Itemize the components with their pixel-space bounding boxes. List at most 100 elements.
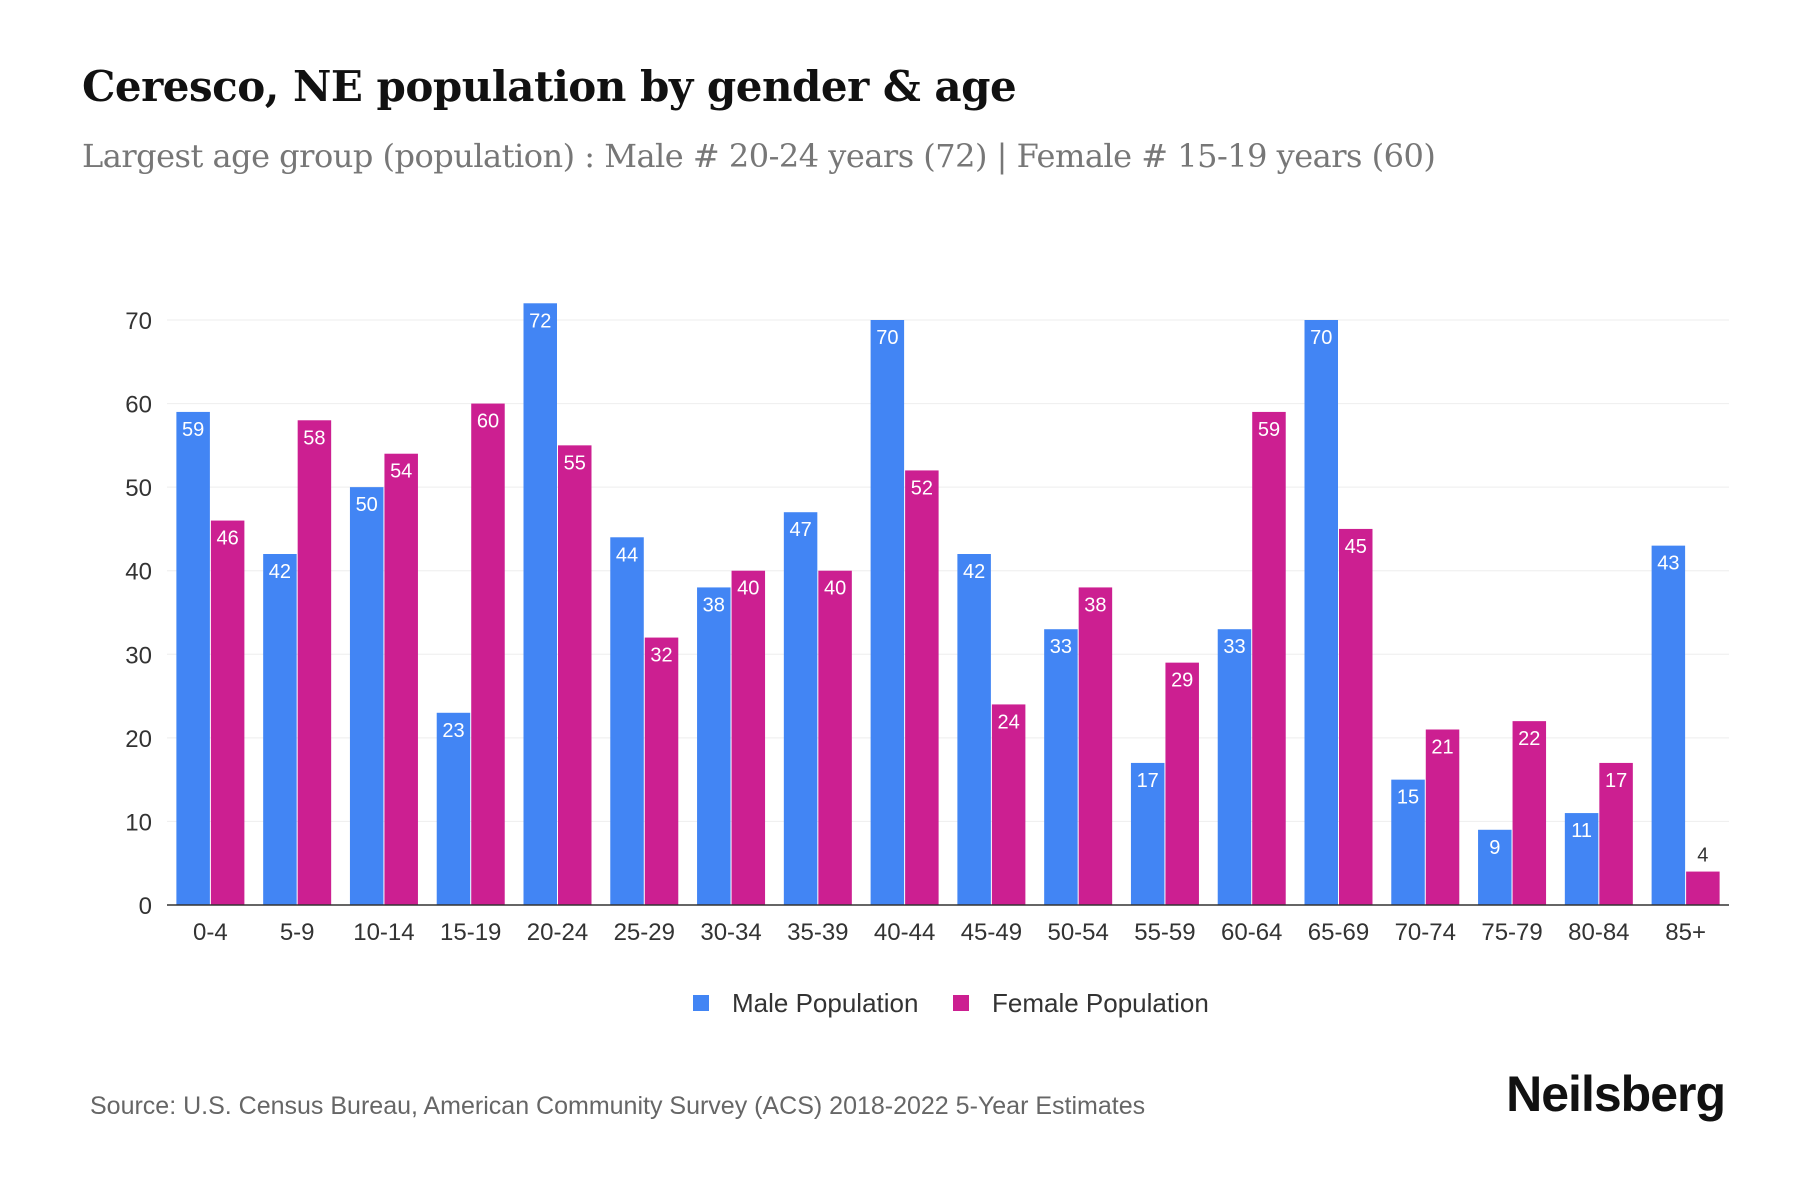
legend-label: Male Population bbox=[732, 988, 918, 1018]
data-label: 70 bbox=[876, 327, 898, 349]
data-label: 46 bbox=[217, 528, 239, 550]
x-tick-label: 85+ bbox=[1665, 919, 1706, 946]
bar-female bbox=[1165, 662, 1199, 905]
y-tick-label: 0 bbox=[139, 893, 152, 920]
data-label: 45 bbox=[1345, 536, 1367, 558]
data-label: 52 bbox=[911, 477, 933, 499]
x-tick-label: 20-24 bbox=[527, 919, 588, 946]
bar-female bbox=[1686, 871, 1720, 905]
data-label: 38 bbox=[703, 594, 725, 616]
bar-female bbox=[1599, 762, 1633, 905]
data-label: 59 bbox=[1258, 419, 1280, 441]
bar-female bbox=[1339, 528, 1373, 905]
bar-male bbox=[1391, 779, 1425, 905]
data-label: 40 bbox=[824, 578, 846, 600]
bar-female bbox=[905, 470, 939, 905]
data-label: 29 bbox=[1171, 670, 1193, 692]
data-label: 32 bbox=[650, 645, 672, 667]
data-label: 59 bbox=[182, 419, 204, 441]
data-label: 43 bbox=[1657, 553, 1679, 575]
bar-male bbox=[436, 712, 471, 905]
bar-female bbox=[731, 570, 766, 905]
x-tick-label: 80-84 bbox=[1568, 919, 1629, 946]
legend-label: Female Population bbox=[992, 988, 1209, 1018]
bar-chart: 0 10 20 30 40 50 60 70 59 46 0-4 42 58 5-9 50 54 10-14 23… bbox=[125, 303, 1729, 1018]
data-label: 33 bbox=[1050, 636, 1072, 658]
data-label: 42 bbox=[269, 561, 291, 583]
bar-female bbox=[991, 704, 1026, 905]
x-tick-label: 40-44 bbox=[874, 919, 935, 946]
data-label: 54 bbox=[390, 461, 412, 483]
bar-female bbox=[297, 420, 332, 905]
bar-female bbox=[210, 520, 245, 905]
bar-female bbox=[818, 570, 852, 905]
x-tick-label: 70-74 bbox=[1395, 919, 1456, 946]
y-tick-label: 20 bbox=[125, 726, 152, 753]
bar-male bbox=[1651, 545, 1686, 905]
data-label: 17 bbox=[1605, 770, 1627, 792]
bar-male bbox=[1044, 629, 1078, 905]
bar-female bbox=[1252, 411, 1286, 905]
bar-male bbox=[263, 554, 297, 905]
bar-female bbox=[471, 403, 505, 905]
data-label: 42 bbox=[963, 561, 985, 583]
data-label: 38 bbox=[1084, 594, 1106, 616]
bar-male bbox=[1304, 320, 1338, 905]
data-label: 50 bbox=[356, 494, 378, 516]
bar-male bbox=[697, 587, 731, 905]
data-label: 47 bbox=[789, 519, 811, 541]
bar-female bbox=[1078, 587, 1113, 905]
source-note: Source: U.S. Census Bureau, American Com… bbox=[90, 1092, 1146, 1120]
bar-male bbox=[1130, 762, 1165, 905]
y-tick-label: 50 bbox=[125, 475, 152, 502]
bar-female bbox=[644, 637, 679, 905]
y-tick-label: 40 bbox=[125, 559, 152, 586]
x-tick-label: 55-59 bbox=[1134, 919, 1195, 946]
bar-female bbox=[1512, 721, 1547, 905]
bar-male bbox=[1564, 813, 1599, 905]
legend-swatch-female bbox=[953, 995, 969, 1011]
x-tick-label: 15-19 bbox=[440, 919, 501, 946]
x-tick-label: 25-29 bbox=[614, 919, 675, 946]
data-label: 9 bbox=[1489, 837, 1500, 859]
data-label: 55 bbox=[564, 452, 586, 474]
x-tick-label: 10-14 bbox=[353, 919, 414, 946]
data-label: 23 bbox=[442, 720, 464, 742]
chart-title: Ceresco, NE population by gender & age bbox=[82, 62, 1017, 111]
data-label: 33 bbox=[1223, 636, 1245, 658]
y-tick-label: 60 bbox=[125, 392, 152, 419]
bar-male bbox=[957, 554, 991, 905]
data-label: 72 bbox=[529, 310, 551, 332]
chart-subtitle: Largest age group (population) : Male # … bbox=[82, 137, 1436, 175]
data-label: 4 bbox=[1697, 845, 1708, 867]
x-tick-label: 30-34 bbox=[700, 919, 761, 946]
data-label: 44 bbox=[616, 544, 638, 566]
x-tick-label: 75-79 bbox=[1481, 919, 1542, 946]
bar-male bbox=[176, 411, 210, 905]
bar-male bbox=[610, 537, 644, 905]
bar-male bbox=[1478, 829, 1512, 905]
data-label: 21 bbox=[1431, 737, 1453, 759]
data-label: 40 bbox=[737, 578, 759, 600]
bar-male bbox=[1217, 629, 1252, 905]
y-tick-label: 10 bbox=[125, 809, 152, 836]
bar-male bbox=[870, 320, 905, 905]
data-label: 24 bbox=[998, 711, 1020, 733]
bar-male bbox=[349, 487, 384, 905]
y-tick-label: 30 bbox=[125, 642, 152, 669]
x-tick-label: 35-39 bbox=[787, 919, 848, 946]
data-label: 60 bbox=[477, 411, 499, 433]
legend-swatch-male bbox=[693, 995, 709, 1011]
x-tick-label: 50-54 bbox=[1047, 919, 1108, 946]
data-label: 70 bbox=[1310, 327, 1332, 349]
y-tick-label: 70 bbox=[125, 308, 152, 335]
data-label: 11 bbox=[1571, 820, 1592, 842]
bar-male bbox=[783, 512, 818, 905]
x-tick-label: 65-69 bbox=[1308, 919, 1369, 946]
bar-female bbox=[558, 445, 592, 905]
bar-female bbox=[384, 453, 418, 905]
x-tick-label: 5-9 bbox=[280, 919, 315, 946]
bar-female bbox=[1425, 729, 1460, 905]
x-tick-label: 60-64 bbox=[1221, 919, 1282, 946]
x-tick-label: 45-49 bbox=[961, 919, 1022, 946]
